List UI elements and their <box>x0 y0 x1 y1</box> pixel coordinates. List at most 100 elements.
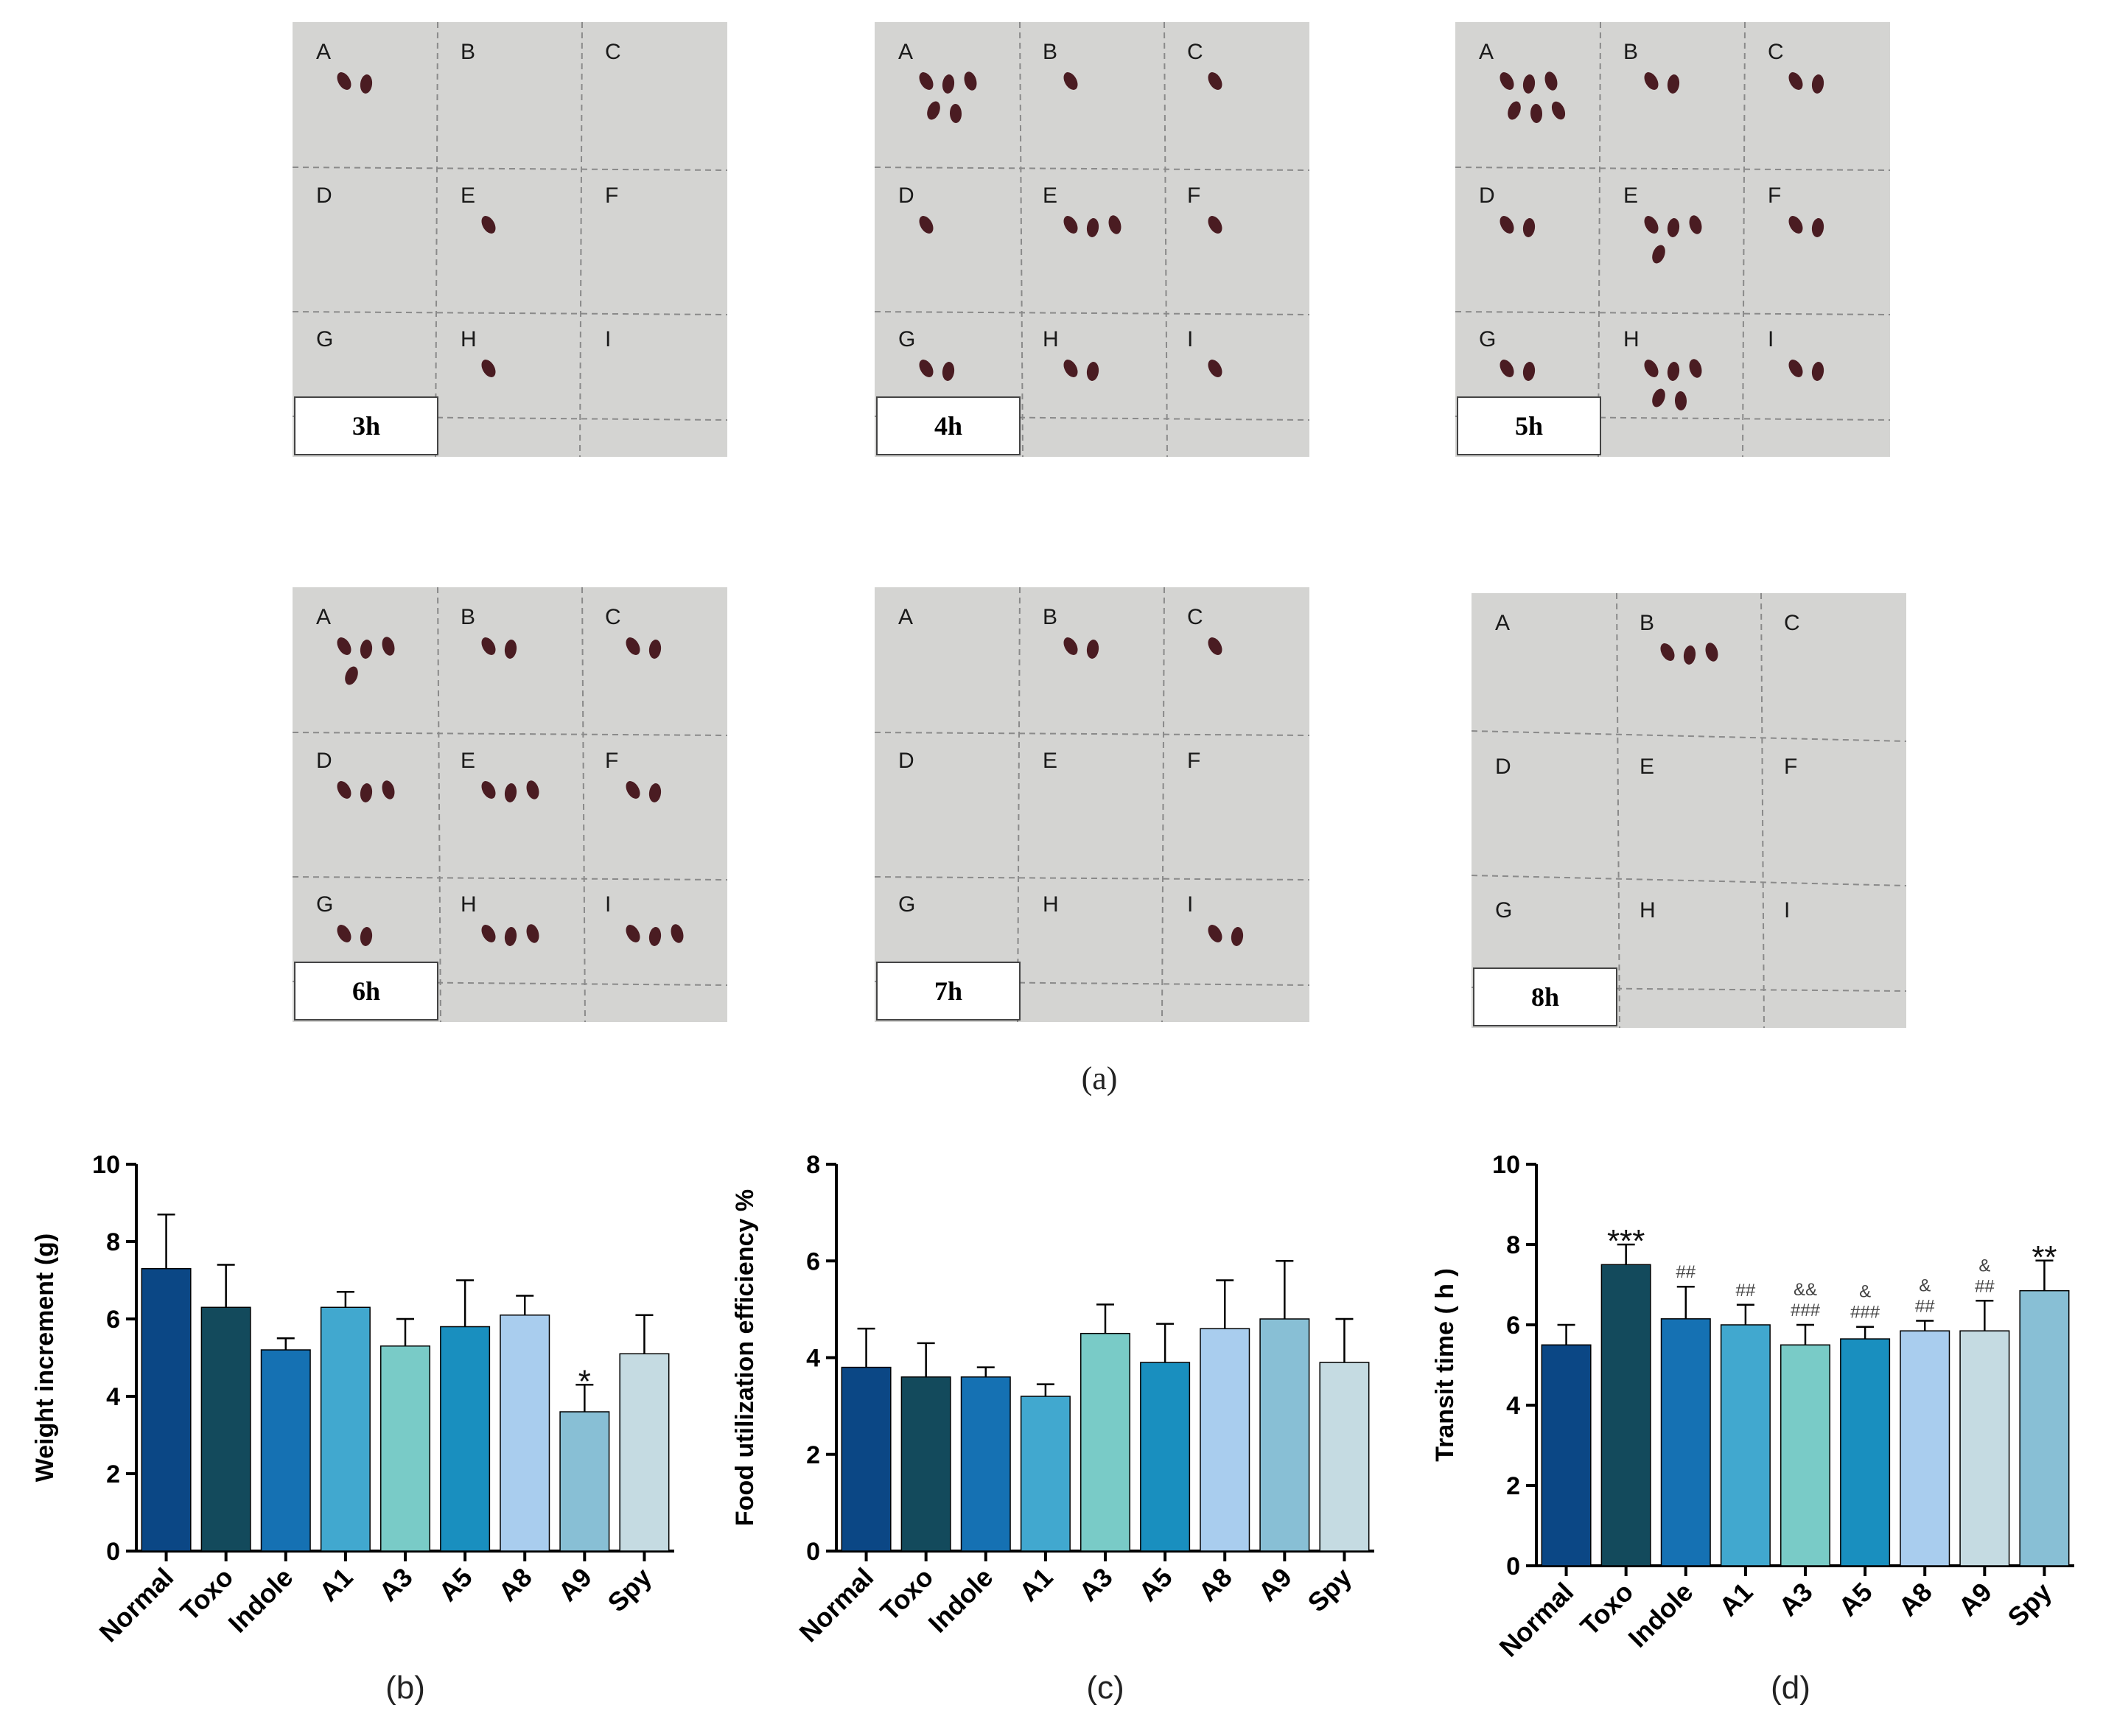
fecal-pellet <box>1063 216 1078 234</box>
bar-A5 <box>440 1326 491 1552</box>
significance-mark: * <box>578 1363 591 1399</box>
fecal-pellet <box>337 637 351 655</box>
bar-A3 <box>1780 1344 1831 1567</box>
bar-Toxo <box>1600 1264 1651 1567</box>
y-tick-label: 6 <box>106 1306 120 1334</box>
bar-A8 <box>1200 1328 1250 1552</box>
category-label: Indole <box>922 1562 998 1639</box>
y-tick-label: 8 <box>806 1151 820 1179</box>
fecal-pellet <box>504 927 517 946</box>
time-label: 3h <box>294 396 438 455</box>
fecal-pellet <box>1811 362 1824 381</box>
cell-letter-G: G <box>316 892 333 917</box>
bar-A9 <box>559 1411 610 1552</box>
cell-letter-D: D <box>316 183 332 208</box>
category-label: Indole <box>1622 1577 1698 1653</box>
fecal-pellet <box>481 637 496 655</box>
y-tick-label: 8 <box>106 1228 120 1256</box>
bar-A9 <box>1259 1318 1310 1552</box>
bar-Spy <box>619 1353 670 1552</box>
fecal-pellet <box>1652 388 1665 407</box>
fecal-pellet <box>1652 245 1665 264</box>
cell-letter-I: I <box>1784 898 1790 923</box>
fecal-pellet <box>360 640 373 659</box>
fecal-pellet <box>1788 360 1803 377</box>
cell-letter-C: C <box>1187 40 1203 64</box>
fecal-pellet <box>1208 360 1222 377</box>
grid-line <box>1164 22 1168 457</box>
category-label: A8 <box>1892 1577 1938 1623</box>
bar-Indole <box>960 1376 1011 1552</box>
cell-letter-I: I <box>605 892 611 917</box>
bar-A1 <box>1020 1396 1071 1552</box>
significance-mark: ### <box>1791 1301 1821 1320</box>
cell-letter-I: I <box>1187 327 1193 351</box>
cell-letter-H: H <box>461 327 477 351</box>
photo-panel-3h: A B C D E F G H I 3h <box>293 22 727 457</box>
grid-line <box>293 167 727 171</box>
cell-letter-E: E <box>1623 183 1638 208</box>
bar-Normal <box>1541 1344 1592 1567</box>
category-label: Spy <box>601 1562 657 1618</box>
time-label: 6h <box>294 962 438 1021</box>
cell-letter-F: F <box>605 749 618 773</box>
fecal-pellet <box>626 781 640 799</box>
grid-line <box>437 587 441 1022</box>
bar-A3 <box>1080 1332 1131 1552</box>
fecal-pellet <box>382 780 395 799</box>
fecal-pellet <box>1705 643 1718 662</box>
fecal-pellet <box>1208 925 1222 942</box>
time-label: 7h <box>876 962 1021 1021</box>
cell-letter-B: B <box>461 605 475 629</box>
cell-letter-E: E <box>461 183 475 208</box>
category-label: A8 <box>492 1562 538 1608</box>
bar-A8 <box>1900 1330 1950 1567</box>
y-axis-label: Food utilization efficiency % <box>731 1189 759 1526</box>
y-tick-label: 8 <box>1506 1231 1520 1259</box>
fecal-pellet <box>1530 104 1543 123</box>
fecal-pellet <box>626 925 640 942</box>
grid-line <box>1472 875 1906 886</box>
fecal-pellet <box>1644 72 1659 90</box>
fecal-pellet <box>1667 218 1680 237</box>
cell-letter-G: G <box>1479 327 1496 351</box>
fecal-pellet <box>964 71 977 91</box>
fecal-pellet <box>526 924 539 943</box>
category-label: Indole <box>222 1562 298 1639</box>
category-label: A5 <box>1133 1562 1178 1608</box>
significance-mark: *** <box>1607 1223 1645 1259</box>
category-label: A9 <box>1252 1562 1298 1608</box>
time-label: 8h <box>1473 967 1617 1026</box>
fecal-pellet <box>1108 215 1122 234</box>
category-label: A1 <box>313 1562 359 1608</box>
bar-Normal <box>141 1268 192 1552</box>
y-tick-label: 10 <box>1492 1151 1520 1179</box>
fecal-pellet <box>1788 72 1803 90</box>
time-label: 5h <box>1457 396 1601 455</box>
cell-letter-F: F <box>1768 183 1781 208</box>
category-label: A9 <box>1952 1577 1998 1623</box>
y-tick-label: 2 <box>106 1460 120 1488</box>
cell-letter-G: G <box>316 327 333 351</box>
cell-letter-B: B <box>1623 40 1638 64</box>
bar-A3 <box>379 1345 431 1552</box>
fecal-pellet <box>942 74 955 94</box>
category-label: A9 <box>552 1562 598 1608</box>
fecal-pellet <box>1644 216 1659 234</box>
fecal-pellet <box>1667 74 1680 94</box>
fecal-pellet <box>481 781 496 799</box>
fecal-pellet <box>345 666 358 685</box>
cell-letter-E: E <box>461 749 475 773</box>
grid-line <box>581 587 586 1022</box>
cell-letter-H: H <box>1623 327 1640 351</box>
y-tick-label: 10 <box>92 1151 120 1179</box>
y-tick-label: 0 <box>106 1538 120 1566</box>
cell-letter-A: A <box>898 40 913 64</box>
cell-letter-B: B <box>1043 605 1057 629</box>
cell-letter-I: I <box>1768 327 1774 351</box>
fecal-pellet <box>919 72 934 90</box>
cell-letter-A: A <box>316 605 331 629</box>
fecal-pellet <box>1500 216 1514 234</box>
